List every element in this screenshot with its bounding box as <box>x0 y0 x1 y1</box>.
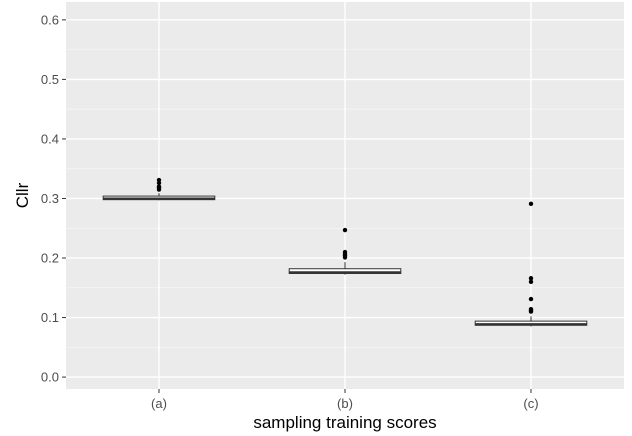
outlier-point <box>528 279 534 285</box>
x-tick-label: (a) <box>151 396 167 411</box>
y-axis-title: Cllr <box>13 182 32 208</box>
outlier-point <box>342 227 348 233</box>
y-tick-label: 0.3 <box>41 191 59 206</box>
x-axis-title: sampling training scores <box>253 413 436 432</box>
outlier-point <box>528 307 534 312</box>
x-axis-ticks: (a) (b) (c) <box>151 389 539 411</box>
y-tick-label: 0.1 <box>41 310 59 325</box>
box-series <box>102 177 588 327</box>
y-tick-label: 0.4 <box>41 131 59 146</box>
x-tick-label: (c) <box>523 396 538 411</box>
outlier-point <box>156 177 162 183</box>
outlier-point <box>342 249 348 255</box>
x-tick-label: (b) <box>337 396 353 411</box>
y-axis-ticks: 0.0 0.1 0.2 0.3 0.4 0.5 0.6 <box>41 12 66 385</box>
box-1 <box>102 177 216 201</box>
y-tick-label: 0.2 <box>41 251 59 266</box>
y-tick-label: 0.5 <box>41 72 59 87</box>
outlier-point <box>528 296 534 302</box>
box-iqr <box>288 268 402 274</box>
box-3 <box>474 201 588 327</box>
y-tick-label: 0.6 <box>41 12 59 27</box>
y-tick-label: 0.0 <box>41 370 59 385</box>
outlier-point <box>156 184 162 189</box>
outlier-point <box>528 201 534 207</box>
outlier-point <box>528 276 534 281</box>
box-2 <box>288 227 402 275</box>
